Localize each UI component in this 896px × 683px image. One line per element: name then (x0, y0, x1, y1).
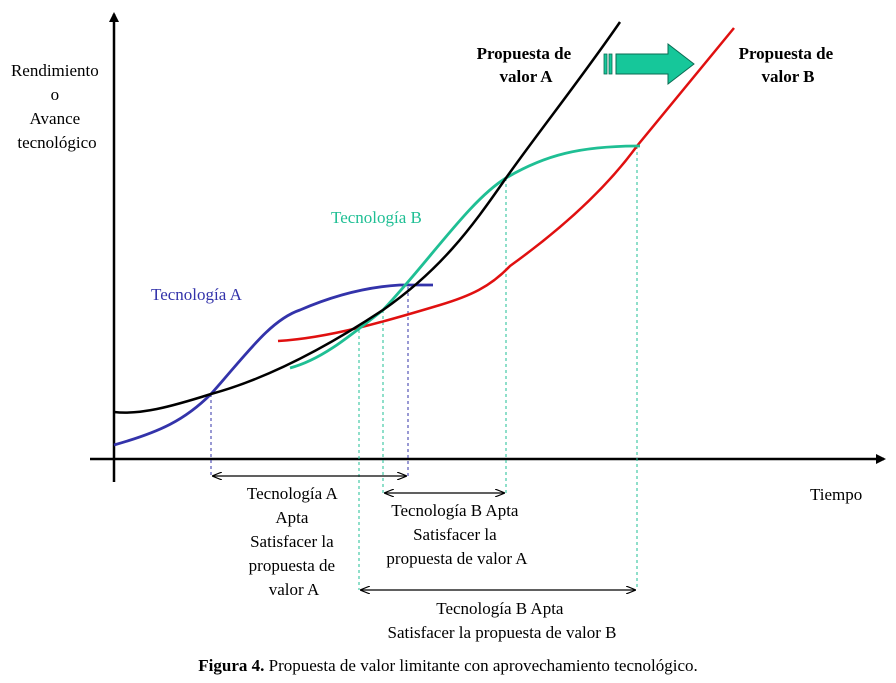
interval-label-line: Tecnología B Apta (391, 501, 519, 520)
technology-a-label: Tecnología A (151, 285, 243, 304)
interval-label-line: Satisfacer la propuesta de valor B (388, 623, 617, 642)
y-axis-label-line: Avance (30, 109, 81, 128)
interval-label-line: Tecnología A (247, 484, 339, 503)
y-axis-label-line: o (51, 85, 60, 104)
value-proposition-b-label: Propuesta de valor B (739, 44, 838, 86)
x-axis-label: Tiempo (810, 485, 862, 504)
value-proposition-a-label-line: valor A (499, 67, 553, 86)
y-axis-label: Rendimiento o Avance tecnológico (11, 61, 103, 152)
technology-b-curve (289, 144, 641, 370)
technology-b-label: Tecnología B (331, 208, 422, 227)
interval-label-line: Apta (275, 508, 309, 527)
interval-label-line: Satisfacer la (413, 525, 497, 544)
figure-caption: Figura 4. Propuesta de valor limitante c… (0, 656, 896, 676)
y-axis-label-line: tecnológico (17, 133, 96, 152)
interval-label-line: propuesta de valor A (386, 549, 528, 568)
projection-lines (210, 146, 638, 590)
interval-label-line: valor A (269, 580, 320, 599)
interval-label-tech-b-apt-value-a: Tecnología B Apta Satisfacer la propuest… (386, 501, 528, 568)
value-proposition-a-label-line: Propuesta de (477, 44, 572, 63)
value-proposition-b-label-line: valor B (761, 67, 814, 86)
value-proposition-a-curve (113, 21, 622, 414)
interval-label-line: Satisfacer la (250, 532, 334, 551)
figure-caption-prefix: Figura 4. (198, 656, 265, 675)
technology-a-curve (113, 283, 433, 447)
value-proposition-b-label-line: Propuesta de (739, 44, 834, 63)
interval-label-tech-a-apt-value-a: Tecnología A Apta Satisfacer la propuest… (247, 484, 341, 599)
y-axis-label-line: Rendimiento (11, 61, 99, 80)
interval-label-line: Tecnología B Apta (436, 599, 564, 618)
interval-label-tech-b-apt-value-b: Tecnología B Apta Satisfacer la propuest… (388, 599, 617, 642)
interval-label-line: propuesta de (249, 556, 335, 575)
right-arrow-icon (603, 42, 695, 86)
value-proposition-a-label: Propuesta de valor A (477, 44, 576, 86)
figure-caption-text: Propuesta de valor limitante con aprovec… (264, 656, 698, 675)
